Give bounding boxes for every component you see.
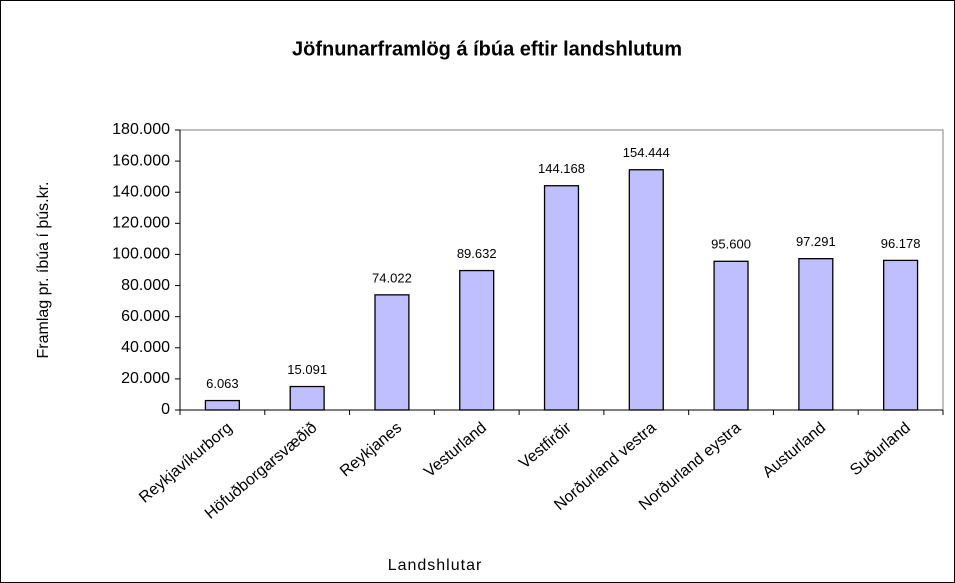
value-label: 154.444: [623, 145, 670, 160]
bar: [883, 259, 919, 411]
bar: [459, 269, 495, 411]
y-tick-label: 60.000: [121, 308, 170, 325]
bar: [628, 169, 664, 411]
y-tick-label: 140.000: [112, 183, 170, 200]
y-tick-label: 80.000: [121, 277, 170, 294]
value-label: 74.022: [372, 270, 412, 285]
y-tick-label: 160.000: [112, 152, 170, 169]
x-axis-title: Landshlutar: [388, 557, 483, 574]
y-tick-label: 100.000: [112, 246, 170, 263]
value-label: 6.063: [206, 376, 239, 391]
y-tick-label: 40.000: [121, 339, 170, 356]
chart-title: Jöfnunarframlög á íbúa eftir landshlutum: [292, 38, 682, 60]
y-axis-title: Framlag pr. íbúa í þús.kr.: [35, 182, 52, 359]
y-tick-label: 20.000: [121, 370, 170, 387]
value-label: 15.091: [287, 362, 327, 377]
value-label: 89.632: [457, 246, 497, 261]
bar: [713, 260, 749, 411]
value-label: 95.600: [711, 237, 751, 252]
bar: [374, 294, 410, 411]
bar: [289, 385, 325, 411]
value-label: 97.291: [796, 234, 836, 249]
bar: [543, 185, 580, 411]
y-tick-label: 120.000: [112, 215, 170, 232]
y-tick-label: 180.000: [112, 121, 170, 138]
y-tick-label: 0: [161, 401, 170, 418]
value-label: 96.178: [881, 236, 921, 251]
bar: [798, 258, 834, 411]
bar: [204, 399, 240, 411]
value-label: 144.168: [538, 161, 585, 176]
